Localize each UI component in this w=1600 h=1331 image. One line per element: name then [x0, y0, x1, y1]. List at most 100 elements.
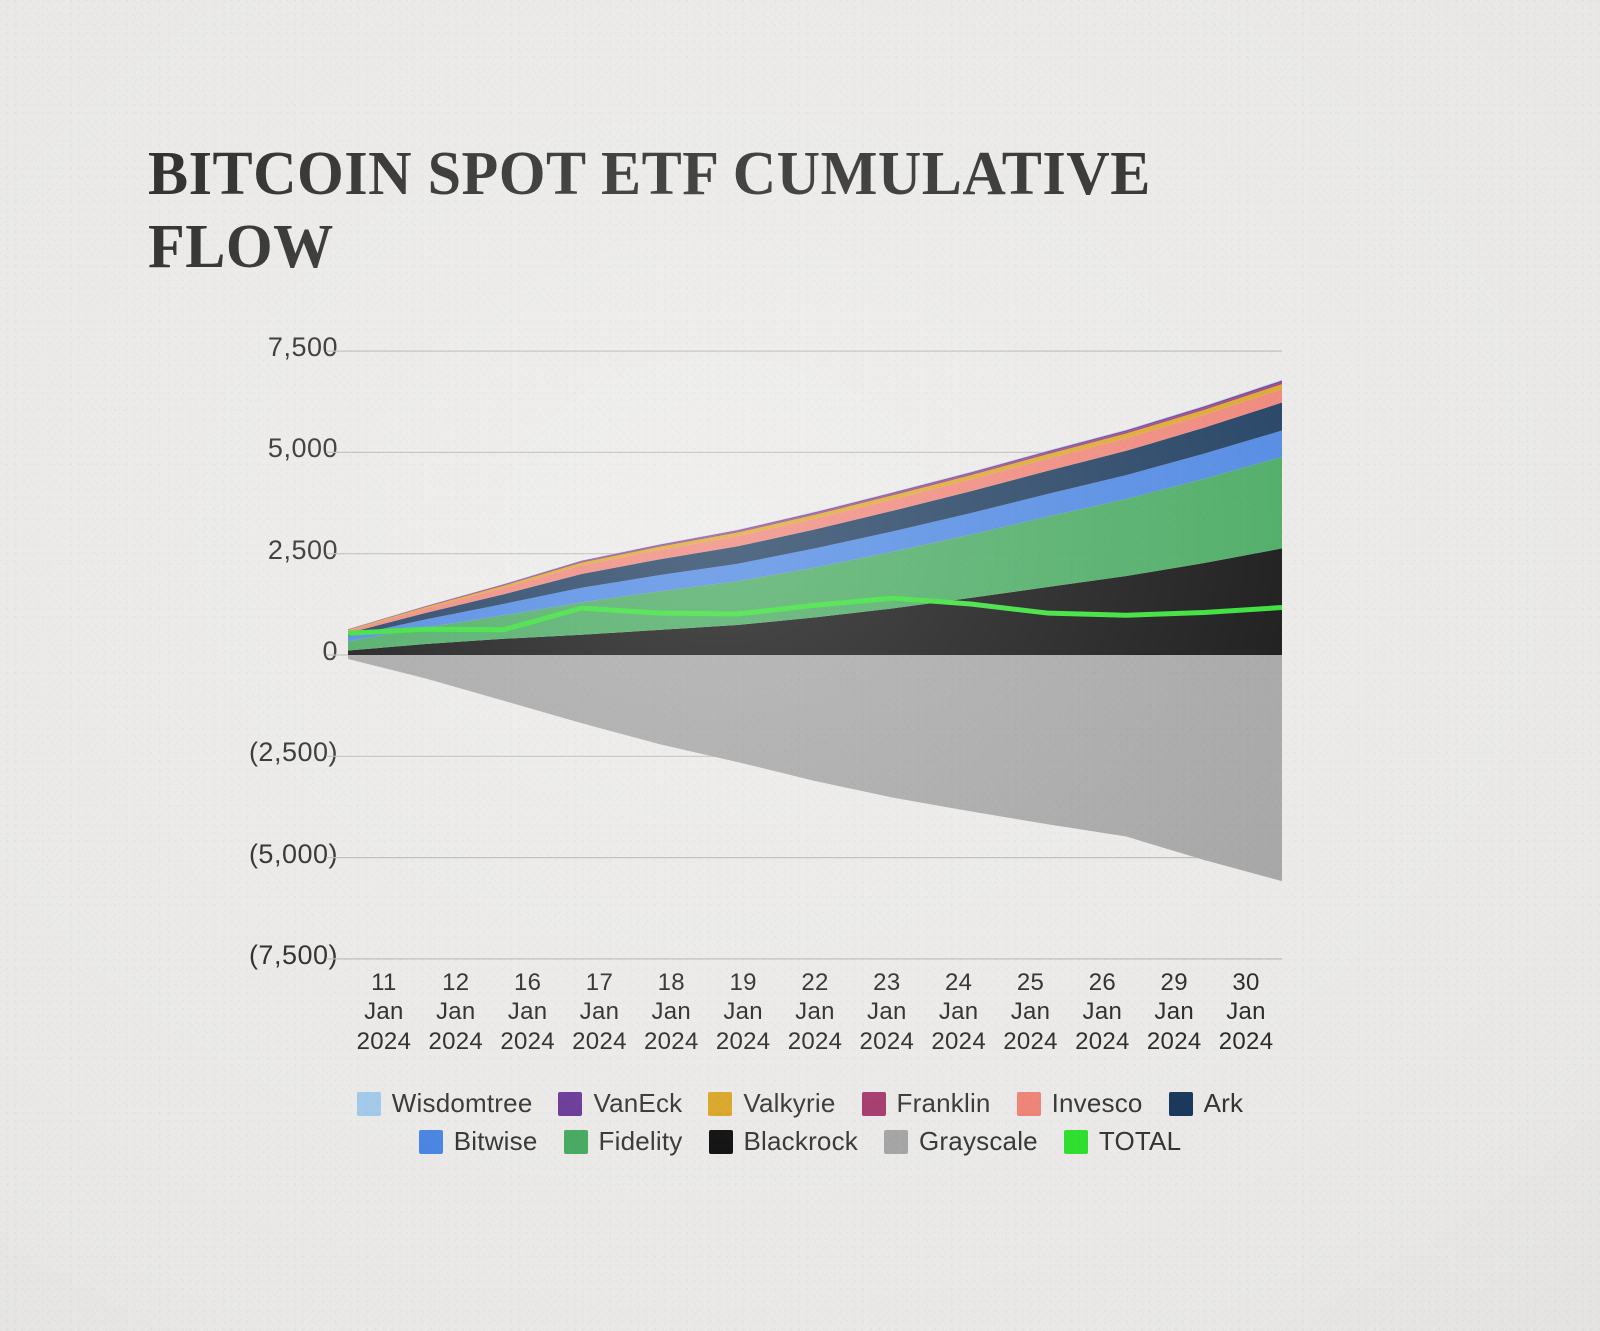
legend-item-ark[interactable]: Ark [1168, 1088, 1244, 1119]
x-axis-tick-label: 19 Jan 2024 [707, 968, 779, 1058]
tick-year: 2024 [1146, 1027, 1202, 1055]
area-bitwise [348, 430, 1282, 642]
legend-swatch-icon [708, 1129, 733, 1154]
tick-month: Jan [1082, 998, 1123, 1026]
legend-item-invesco[interactable]: Invesco [1016, 1088, 1143, 1119]
x-axis-tick-label: 26 Jan 2024 [1066, 968, 1138, 1058]
legend-swatch-icon [558, 1091, 583, 1116]
tick-year: 2024 [931, 1027, 986, 1055]
tick-day: 25 [1016, 969, 1045, 996]
tick-month: Jan [364, 998, 404, 1026]
total-line-group [347, 595, 1283, 636]
x-axis-tick-label: 24 Jan 2024 [923, 968, 995, 1058]
legend-swatch-icon [884, 1129, 908, 1154]
area-grayscale [348, 655, 1282, 882]
legend-item-wisdomtree[interactable]: Wisdomtree [356, 1088, 533, 1119]
x-axis-tick-label: 29 Jan 2024 [1138, 968, 1210, 1058]
legend-swatch-icon [861, 1091, 886, 1116]
tick-month: Jan [579, 998, 620, 1026]
tick-month: Jan [867, 998, 907, 1026]
legend-label: Fidelity [598, 1126, 683, 1156]
legend-label: Bitwise [453, 1126, 538, 1156]
x-axis-tick-label: 30 Jan 2024 [1210, 968, 1282, 1058]
y-axis-tick-label: (5,000) [248, 838, 338, 869]
tick-month: Jan [507, 998, 548, 1026]
tick-day: 24 [945, 969, 973, 996]
tick-day: 17 [585, 969, 614, 996]
tick-year: 2024 [1003, 1027, 1058, 1055]
legend-swatch-icon [708, 1091, 733, 1116]
area-blackrock [348, 548, 1282, 655]
tick-year: 2024 [1218, 1027, 1274, 1055]
tick-year: 2024 [859, 1027, 915, 1055]
legend-label: Grayscale [919, 1126, 1038, 1156]
tick-year: 2024 [644, 1027, 699, 1055]
y-axis-tick-label: 7,500 [267, 332, 338, 363]
y-axis-tick-label: (7,500) [248, 939, 338, 970]
legend-item-franklin[interactable]: Franklin [861, 1088, 991, 1119]
tick-year: 2024 [1075, 1027, 1130, 1055]
legend-item-valkyrie[interactable]: Valkyrie [708, 1088, 835, 1119]
legend-label: Blackrock [743, 1126, 858, 1156]
legend-swatch-icon [1168, 1091, 1193, 1116]
legend-item-fidelity[interactable]: Fidelity [563, 1126, 683, 1157]
x-axis-tick-label: 18 Jan 2024 [635, 968, 707, 1058]
legend-item-bitwise[interactable]: Bitwise [418, 1126, 538, 1157]
legend-item-grayscale[interactable]: Grayscale [884, 1126, 1038, 1157]
area-ark [348, 402, 1282, 637]
legend-label: Valkyrie [743, 1088, 836, 1118]
tick-day: 11 [371, 969, 397, 996]
tick-day: 22 [801, 969, 829, 996]
tick-month: Jan [938, 998, 979, 1026]
tick-day: 26 [1088, 969, 1116, 996]
chart-legend: Wisdomtree VanEck Valkyrie Franklin Invesco A… [0, 1088, 1600, 1164]
y-axis-tick-label: 2,500 [267, 534, 338, 565]
legend-label: Ark [1203, 1088, 1244, 1118]
tick-day: 29 [1160, 969, 1188, 996]
tick-year: 2024 [428, 1027, 484, 1055]
tick-month: Jan [1010, 998, 1051, 1026]
tick-day: 30 [1232, 969, 1260, 996]
x-axis-tick-label: 16 Jan 2024 [492, 968, 564, 1058]
legend-row-primary: Wisdomtree VanEck Valkyrie Franklin Invesco A… [0, 1088, 1600, 1119]
legend-item-vaneck[interactable]: VanEck [558, 1088, 682, 1119]
legend-swatch-icon [563, 1129, 588, 1154]
page-title: BITCOIN SPOT ETF CUMULATIVE FLOW [148, 139, 1151, 281]
tick-month: Jan [1154, 998, 1194, 1026]
tick-year: 2024 [715, 1027, 771, 1055]
x-axis: 11 Jan 2024 12 Jan 2024 16 Jan 2024 17 Jan 2024 18 Ja… [348, 968, 1282, 1058]
x-axis-tick-label: 12 Jan 2024 [420, 968, 492, 1058]
legend-swatch-icon [1016, 1091, 1041, 1116]
tick-year: 2024 [356, 1027, 412, 1055]
tick-day: 18 [657, 969, 685, 996]
legend-label: Invesco [1051, 1088, 1143, 1118]
legend-item-blackrock[interactable]: Blackrock [708, 1126, 859, 1157]
y-axis-tick-label: 5,000 [267, 433, 338, 464]
legend-swatch-icon [356, 1091, 381, 1116]
tick-month: Jan [651, 998, 692, 1026]
tick-year: 2024 [787, 1027, 843, 1055]
x-axis-tick-label: 11 Jan 2024 [348, 968, 420, 1058]
legend-label: TOTAL [1098, 1126, 1182, 1156]
area-invesco [348, 389, 1282, 634]
legend-row-secondary: Bitwise Fidelity Blackrock Grayscale TOTAL [0, 1126, 1600, 1157]
legend-item-total[interactable]: TOTAL [1063, 1126, 1182, 1157]
legend-swatch-icon [418, 1129, 443, 1154]
y-axis-tick-label: (2,500) [248, 737, 338, 768]
legend-label: Franklin [896, 1088, 991, 1118]
y-axis: 7,500 5,000 2,500 0 (2,500) (5,000) (7,500) [228, 0, 338, 1331]
x-axis-tick-label: 23 Jan 2024 [851, 968, 923, 1058]
tick-month: Jan [723, 998, 763, 1026]
tick-month: Jan [435, 998, 476, 1026]
tick-year: 2024 [572, 1027, 627, 1055]
y-axis-tick-label: 0 [322, 636, 338, 666]
x-axis-tick-label: 25 Jan 2024 [995, 968, 1067, 1058]
tick-year: 2024 [500, 1027, 555, 1055]
tick-day: 12 [442, 969, 470, 996]
tick-day: 23 [873, 969, 901, 996]
tick-month: Jan [1226, 998, 1266, 1026]
stacked-areas-group [348, 379, 1282, 882]
x-axis-tick-label: 22 Jan 2024 [779, 968, 851, 1058]
legend-label: Wisdomtree [391, 1088, 533, 1118]
x-axis-tick-label: 17 Jan 2024 [564, 968, 636, 1058]
